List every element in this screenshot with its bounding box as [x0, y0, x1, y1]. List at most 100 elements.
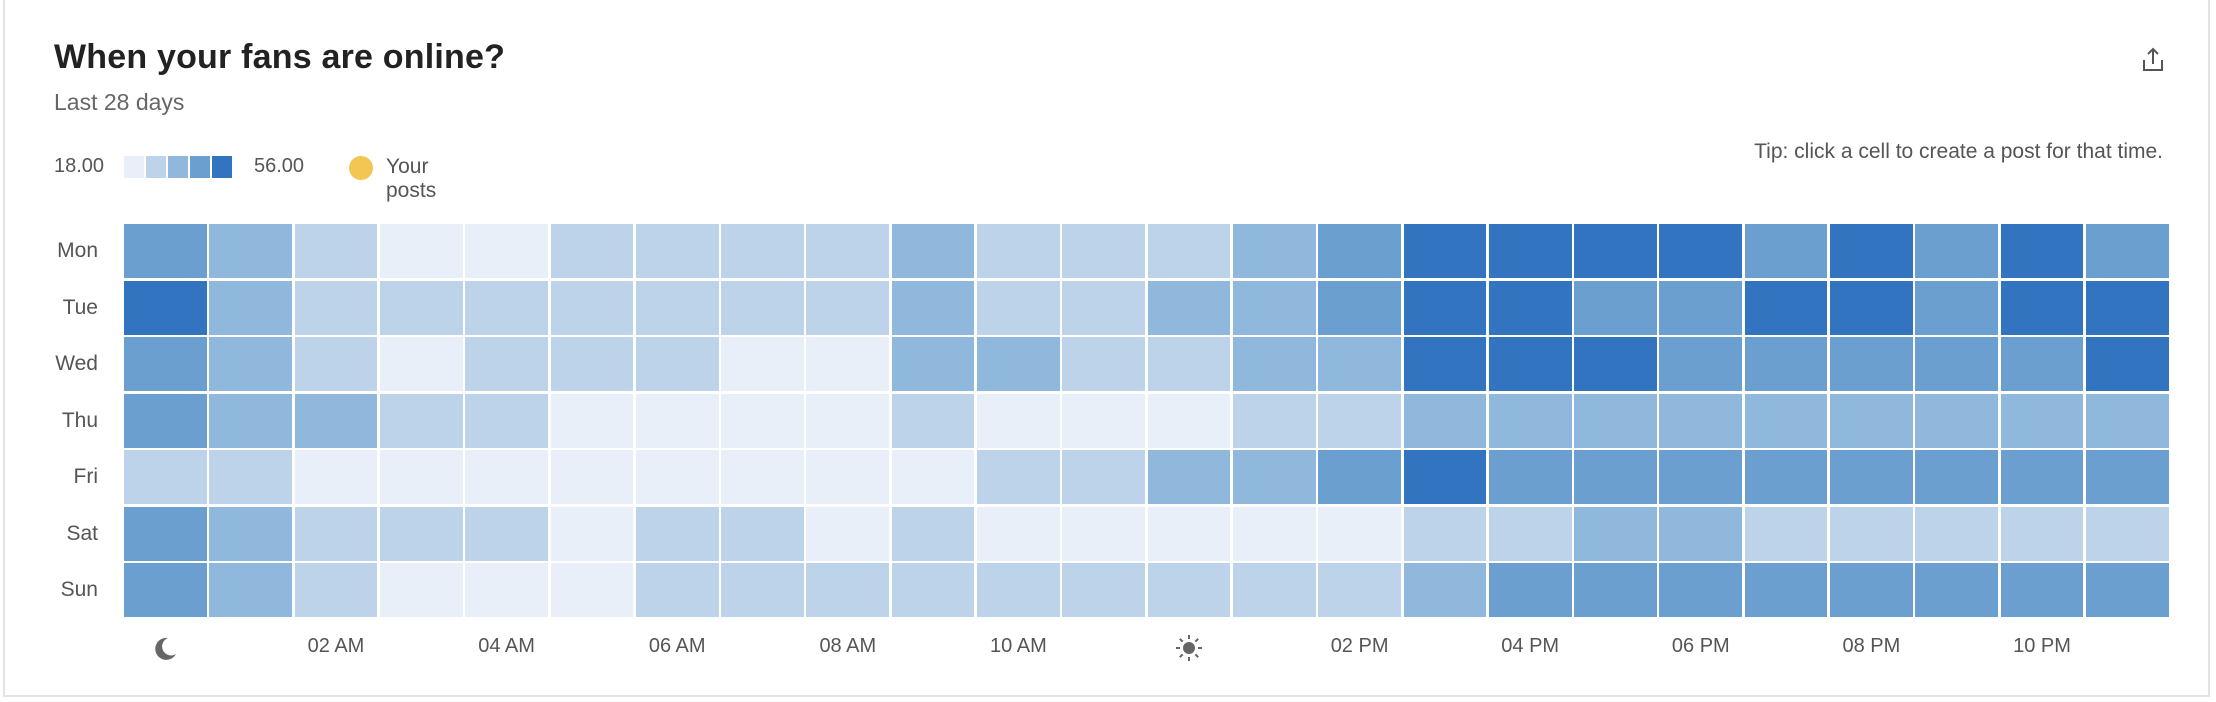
heatmap-cell[interactable]: [1062, 224, 1146, 278]
heatmap-cell[interactable]: [379, 563, 463, 617]
heatmap-cell[interactable]: [1232, 280, 1316, 335]
heatmap-cell[interactable]: [1232, 450, 1316, 504]
heatmap-cell[interactable]: [1318, 224, 1401, 278]
heatmap-cell[interactable]: [891, 224, 975, 278]
heatmap-cell[interactable]: [806, 506, 890, 561]
heatmap-cell[interactable]: [465, 280, 548, 335]
heatmap-cell[interactable]: [550, 224, 634, 278]
heatmap-cell[interactable]: [294, 450, 378, 504]
heatmap-cell[interactable]: [1488, 280, 1572, 335]
heatmap-cell[interactable]: [1915, 506, 1999, 561]
heatmap-cell[interactable]: [1403, 224, 1487, 278]
heatmap-cell[interactable]: [1744, 450, 1828, 504]
heatmap-cell[interactable]: [2000, 393, 2084, 448]
heatmap-cell[interactable]: [2085, 563, 2169, 617]
heatmap-cell[interactable]: [635, 450, 719, 504]
heatmap-cell[interactable]: [721, 280, 804, 335]
heatmap-cell[interactable]: [209, 450, 293, 504]
heatmap-cell[interactable]: [1318, 393, 1401, 448]
heatmap-cell[interactable]: [124, 450, 207, 504]
heatmap-cell[interactable]: [1062, 563, 1146, 617]
heatmap-cell[interactable]: [1574, 563, 1657, 617]
heatmap-cell[interactable]: [635, 563, 719, 617]
heatmap-cell[interactable]: [209, 563, 293, 617]
heatmap-cell[interactable]: [1659, 450, 1743, 504]
heatmap-cell[interactable]: [550, 506, 634, 561]
heatmap-cell[interactable]: [379, 337, 463, 391]
heatmap-cell[interactable]: [977, 563, 1060, 617]
heatmap-cell[interactable]: [2085, 224, 2169, 278]
heatmap-cell[interactable]: [1232, 337, 1316, 391]
heatmap-cell[interactable]: [1318, 450, 1401, 504]
heatmap-cell[interactable]: [124, 393, 207, 448]
heatmap-cell[interactable]: [1744, 337, 1828, 391]
heatmap-cell[interactable]: [1659, 393, 1743, 448]
heatmap-cell[interactable]: [721, 450, 804, 504]
heatmap-cell[interactable]: [124, 224, 207, 278]
heatmap-cell[interactable]: [209, 224, 293, 278]
heatmap-cell[interactable]: [977, 280, 1060, 335]
heatmap-cell[interactable]: [465, 224, 548, 278]
heatmap-cell[interactable]: [721, 224, 804, 278]
heatmap-cell[interactable]: [1915, 224, 1999, 278]
heatmap-cell[interactable]: [1403, 337, 1487, 391]
heatmap-cell[interactable]: [550, 280, 634, 335]
heatmap-cell[interactable]: [977, 337, 1060, 391]
heatmap-cell[interactable]: [721, 337, 804, 391]
heatmap-cell[interactable]: [2085, 450, 2169, 504]
heatmap-cell[interactable]: [294, 337, 378, 391]
heatmap-cell[interactable]: [294, 280, 378, 335]
heatmap-cell[interactable]: [891, 506, 975, 561]
heatmap-cell[interactable]: [2000, 450, 2084, 504]
heatmap-cell[interactable]: [1830, 563, 1913, 617]
heatmap-cell[interactable]: [465, 506, 548, 561]
heatmap-cell[interactable]: [1403, 450, 1487, 504]
heatmap-cell[interactable]: [294, 393, 378, 448]
heatmap-cell[interactable]: [2000, 506, 2084, 561]
heatmap-cell[interactable]: [891, 280, 975, 335]
heatmap-cell[interactable]: [124, 280, 207, 335]
heatmap-cell[interactable]: [806, 450, 890, 504]
heatmap-cell[interactable]: [550, 450, 634, 504]
heatmap-cell[interactable]: [1318, 337, 1401, 391]
heatmap-cell[interactable]: [1744, 506, 1828, 561]
heatmap-cell[interactable]: [1062, 393, 1146, 448]
heatmap-cell[interactable]: [635, 337, 719, 391]
heatmap-cell[interactable]: [1744, 224, 1828, 278]
heatmap-cell[interactable]: [1830, 337, 1913, 391]
heatmap-cell[interactable]: [2000, 224, 2084, 278]
heatmap-cell[interactable]: [1744, 563, 1828, 617]
heatmap-cell[interactable]: [1830, 506, 1913, 561]
heatmap-cell[interactable]: [124, 506, 207, 561]
heatmap-cell[interactable]: [1574, 280, 1657, 335]
heatmap-cell[interactable]: [1232, 506, 1316, 561]
heatmap-cell[interactable]: [1403, 280, 1487, 335]
heatmap-cell[interactable]: [1403, 393, 1487, 448]
heatmap-cell[interactable]: [806, 280, 890, 335]
heatmap-cell[interactable]: [891, 563, 975, 617]
heatmap-cell[interactable]: [891, 393, 975, 448]
heatmap-cell[interactable]: [550, 337, 634, 391]
heatmap-cell[interactable]: [379, 393, 463, 448]
heatmap-cell[interactable]: [977, 393, 1060, 448]
heatmap-cell[interactable]: [806, 224, 890, 278]
heatmap-cell[interactable]: [2000, 280, 2084, 335]
heatmap-cell[interactable]: [1659, 224, 1743, 278]
heatmap-cell[interactable]: [1147, 280, 1231, 335]
heatmap-cell[interactable]: [1915, 280, 1999, 335]
heatmap-cell[interactable]: [721, 563, 804, 617]
heatmap-cell[interactable]: [550, 393, 634, 448]
heatmap-cell[interactable]: [1147, 337, 1231, 391]
heatmap-cell[interactable]: [721, 506, 804, 561]
heatmap-cell[interactable]: [1659, 563, 1743, 617]
heatmap-cell[interactable]: [1488, 393, 1572, 448]
heatmap-cell[interactable]: [1488, 563, 1572, 617]
heatmap-cell[interactable]: [1403, 563, 1487, 617]
heatmap-cell[interactable]: [1830, 393, 1913, 448]
heatmap-cell[interactable]: [1574, 506, 1657, 561]
heatmap-cell[interactable]: [635, 506, 719, 561]
heatmap-cell[interactable]: [806, 393, 890, 448]
share-icon[interactable]: [2139, 46, 2167, 74]
heatmap-cell[interactable]: [635, 393, 719, 448]
heatmap-cell[interactable]: [1830, 450, 1913, 504]
